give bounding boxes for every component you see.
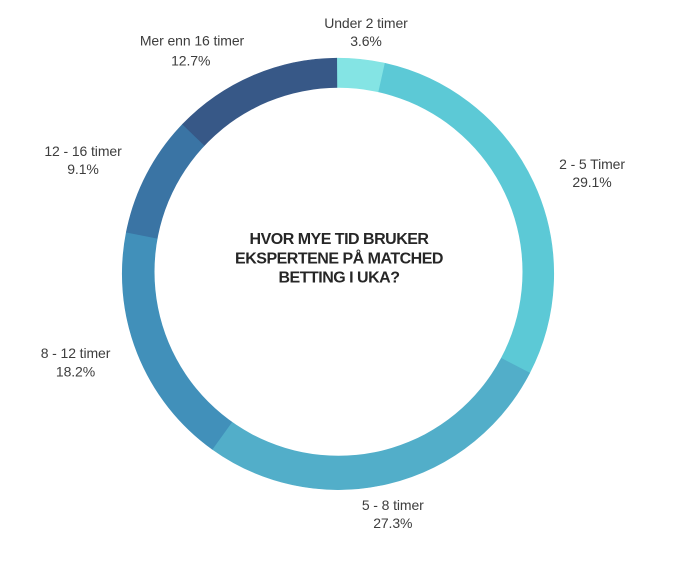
svg-text:BETTING I UKA?: BETTING I UKA? bbox=[279, 270, 400, 287]
svg-text:12.7%: 12.7% bbox=[171, 52, 210, 68]
svg-text:Mer enn 16 timer: Mer enn 16 timer bbox=[140, 33, 245, 49]
svg-text:27.3%: 27.3% bbox=[373, 515, 412, 531]
svg-text:9.1%: 9.1% bbox=[67, 161, 99, 177]
svg-text:2 - 5 Timer: 2 - 5 Timer bbox=[559, 156, 625, 172]
svg-text:8 - 12 timer: 8 - 12 timer bbox=[41, 345, 111, 361]
svg-text:29.1%: 29.1% bbox=[572, 174, 611, 190]
svg-text:EKSPERTENE PÅ MATCHED: EKSPERTENE PÅ MATCHED bbox=[235, 249, 443, 268]
svg-text:18.2%: 18.2% bbox=[56, 363, 95, 379]
svg-text:Under 2 timer: Under 2 timer bbox=[324, 15, 408, 31]
svg-text:12 - 16 timer: 12 - 16 timer bbox=[44, 143, 122, 159]
svg-text:HVOR MYE TID BRUKER: HVOR MYE TID BRUKER bbox=[250, 231, 430, 248]
svg-text:3.6%: 3.6% bbox=[350, 33, 382, 49]
svg-text:5 - 8 timer: 5 - 8 timer bbox=[362, 497, 424, 513]
